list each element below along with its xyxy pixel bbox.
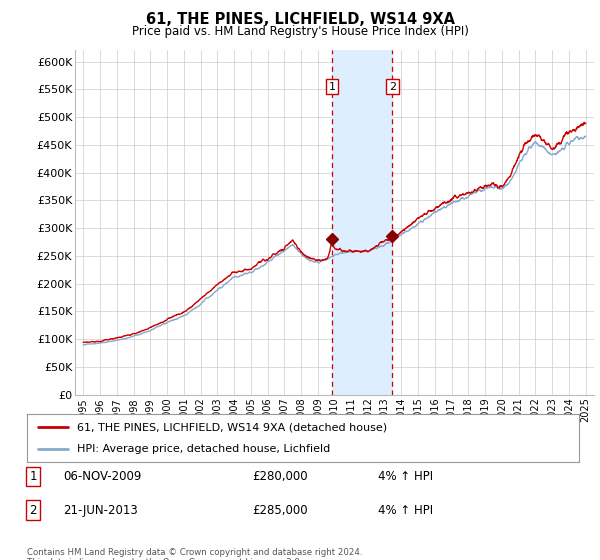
Text: HPI: Average price, detached house, Lichfield: HPI: Average price, detached house, Lich… — [77, 444, 330, 454]
Text: 2: 2 — [389, 82, 396, 91]
Bar — [332, 50, 392, 395]
Text: £285,000: £285,000 — [252, 503, 308, 517]
Text: 1: 1 — [29, 470, 37, 483]
Text: Price paid vs. HM Land Registry's House Price Index (HPI): Price paid vs. HM Land Registry's House … — [131, 25, 469, 38]
Text: 2: 2 — [29, 503, 37, 517]
Text: Contains HM Land Registry data © Crown copyright and database right 2024.
This d: Contains HM Land Registry data © Crown c… — [27, 548, 362, 560]
Text: 61, THE PINES, LICHFIELD, WS14 9XA: 61, THE PINES, LICHFIELD, WS14 9XA — [146, 12, 455, 27]
Text: 4% ↑ HPI: 4% ↑ HPI — [378, 470, 433, 483]
Text: 4% ↑ HPI: 4% ↑ HPI — [378, 503, 433, 517]
Text: 21-JUN-2013: 21-JUN-2013 — [63, 503, 138, 517]
Text: 06-NOV-2009: 06-NOV-2009 — [63, 470, 142, 483]
Text: 61, THE PINES, LICHFIELD, WS14 9XA (detached house): 61, THE PINES, LICHFIELD, WS14 9XA (deta… — [77, 422, 387, 432]
Text: £280,000: £280,000 — [252, 470, 308, 483]
Text: 1: 1 — [328, 82, 335, 91]
